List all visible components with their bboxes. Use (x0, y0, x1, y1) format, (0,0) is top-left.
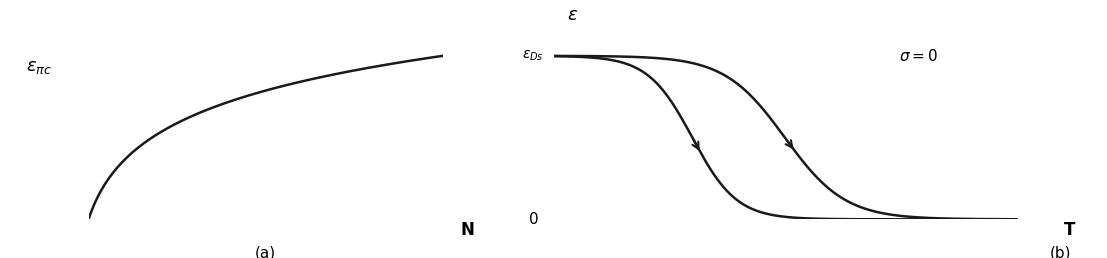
Text: 0: 0 (529, 212, 539, 227)
Text: (b): (b) (1049, 245, 1070, 258)
Text: $\sigma = 0$: $\sigma = 0$ (899, 48, 939, 64)
Text: $\varepsilon$: $\varepsilon$ (568, 6, 579, 24)
Text: T: T (1064, 221, 1076, 239)
Text: N: N (461, 221, 475, 239)
Text: $\varepsilon_{\pi c}$: $\varepsilon_{\pi c}$ (25, 58, 52, 76)
Text: $\varepsilon_{Ds}$: $\varepsilon_{Ds}$ (521, 49, 544, 63)
Text: (a): (a) (255, 245, 277, 258)
